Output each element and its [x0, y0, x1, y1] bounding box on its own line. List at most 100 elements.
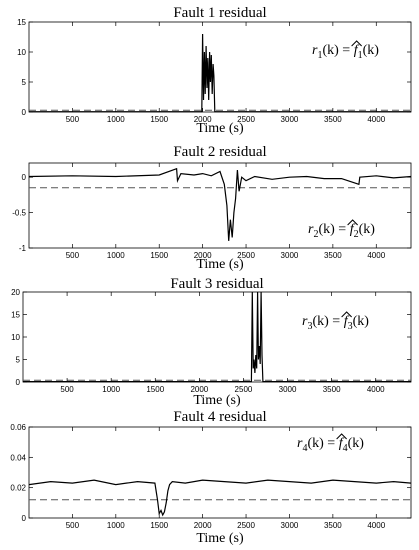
x-tick-label: 1500: [150, 251, 168, 260]
x-axis-label: Time (s): [196, 531, 244, 546]
y-tick-label: -1: [19, 244, 27, 253]
y-tick-label: 5: [16, 356, 21, 365]
x-tick-label: 2500: [235, 385, 253, 394]
panel-3: Fault 3 residual 500 1000 1500 2000 2500 3000 3…: [11, 276, 412, 408]
panel-4: Fault 4 residual 500 1000 1500 2000 2500 3000 3…: [10, 409, 412, 546]
residual-series-line: [29, 33, 411, 113]
x-tick-label: 1000: [102, 385, 120, 394]
panel-title: Fault 4 residual: [173, 409, 266, 425]
eq-lhs-var: r: [312, 43, 318, 58]
hat-accent: [347, 219, 358, 226]
eq-lhs-sub: 2: [313, 229, 318, 240]
y-tick-label: 10: [17, 48, 26, 57]
plot-frame: [28, 21, 412, 113]
y-tick-label: 0: [22, 173, 27, 182]
eq-rhs-var: f: [350, 222, 356, 237]
x-tick-label: 3500: [324, 115, 342, 124]
x-tick-label: 500: [66, 251, 80, 260]
y-tick-label: 0.02: [10, 484, 26, 493]
y-tick-label: 10: [11, 333, 20, 342]
x-tick-label: 1000: [107, 251, 125, 260]
eq-rhs-arg: (k): [359, 222, 376, 237]
y-tick-label: -0.5: [12, 209, 26, 218]
y-tick-label: 15: [17, 18, 26, 27]
residual-series-line: [28, 167, 412, 241]
y-tick-label: 0: [16, 378, 21, 387]
x-tick-label: 4000: [367, 251, 385, 260]
x-tick-label: 1000: [107, 115, 125, 124]
x-tick-label: 3000: [281, 521, 299, 530]
residual-equation: r4(k) = f4(k): [297, 436, 364, 454]
panel-title: Fault 2 residual: [173, 144, 266, 160]
eq-rhs-arg: (k): [353, 314, 370, 329]
eq-lhs-sub: 1: [317, 50, 322, 61]
x-tick-label: 3500: [323, 385, 341, 394]
x-tick-label: 3000: [281, 115, 299, 124]
plot-frame: [22, 291, 412, 383]
eq-arg: (k) =: [312, 314, 343, 329]
eq-rhs-arg: (k): [348, 436, 365, 451]
hat-accent: [351, 40, 362, 47]
hat-accent: [336, 433, 347, 440]
hat-accent: [341, 311, 352, 318]
x-tick-label: 3000: [279, 385, 297, 394]
eq-rhs-var: f: [339, 436, 345, 451]
x-tick-label: 1500: [146, 385, 164, 394]
y-tick-label: 20: [11, 288, 20, 297]
eq-lhs-sub: 3: [307, 321, 312, 332]
panel-title: Fault 3 residual: [170, 276, 263, 292]
x-tick-label: 2000: [190, 385, 208, 394]
panel-title: Fault 1 residual: [173, 5, 266, 21]
eq-rhs-arg: (k): [363, 43, 380, 58]
x-axis-label: Time (s): [196, 257, 244, 272]
y-tick-label: 0: [22, 108, 27, 117]
eq-lhs-var: r: [302, 314, 308, 329]
x-tick-label: 500: [60, 385, 74, 394]
x-tick-label: 2000: [194, 251, 212, 260]
x-tick-label: 500: [66, 521, 80, 530]
eq-lhs-sub: 4: [302, 443, 307, 454]
residual-equation: r3(k) = f3(k): [302, 314, 369, 332]
x-tick-label: 3000: [281, 251, 299, 260]
x-tick-label: 3500: [324, 251, 342, 260]
residual-equation: r1(k) = f1(k): [312, 43, 379, 61]
x-tick-label: 4000: [367, 521, 385, 530]
eq-arg: (k) =: [307, 436, 338, 451]
y-tick-label: 0.04: [10, 453, 26, 462]
x-tick-label: 2500: [237, 521, 255, 530]
eq-rhs-sub: 3: [348, 321, 353, 332]
x-tick-label: 4000: [367, 385, 385, 394]
x-tick-label: 2000: [194, 521, 212, 530]
residual-series-line: [28, 479, 412, 517]
residual-equation: r2(k) = f2(k): [308, 222, 375, 240]
y-tick-label: 15: [11, 311, 20, 320]
eq-rhs-sub: 2: [354, 229, 359, 240]
residual-series-line: [23, 291, 411, 383]
eq-arg: (k) =: [322, 43, 353, 58]
x-tick-label: 2500: [237, 251, 255, 260]
eq-arg: (k) =: [318, 222, 349, 237]
x-tick-label: 1500: [150, 521, 168, 530]
x-tick-label: 2000: [194, 115, 212, 124]
x-axis-label: Time (s): [193, 393, 241, 408]
eq-rhs-sub: 4: [343, 443, 348, 454]
eq-rhs-var: f: [354, 43, 360, 58]
panel-1: Fault 1 residual 500 1000 1500 2000 2500 3000 3…: [17, 5, 412, 136]
x-tick-label: 500: [66, 115, 80, 124]
eq-lhs-var: r: [308, 222, 314, 237]
x-tick-label: 2500: [237, 115, 255, 124]
panel-2: Fault 2 residual 500 1000 1500 2000 2500 3000 3…: [12, 144, 412, 272]
x-tick-label: 4000: [367, 115, 385, 124]
y-tick-label: 0: [22, 514, 27, 523]
eq-lhs-var: r: [297, 436, 303, 451]
eq-rhs-var: f: [344, 314, 350, 329]
x-tick-label: 3500: [324, 521, 342, 530]
y-tick-label: 0.06: [10, 423, 26, 432]
x-tick-label: 1000: [107, 521, 125, 530]
y-tick-label: 5: [22, 78, 27, 87]
eq-rhs-sub: 1: [358, 50, 363, 61]
x-tick-label: 1500: [150, 115, 168, 124]
plot-frame: [28, 426, 412, 519]
x-axis-label: Time (s): [196, 121, 244, 136]
